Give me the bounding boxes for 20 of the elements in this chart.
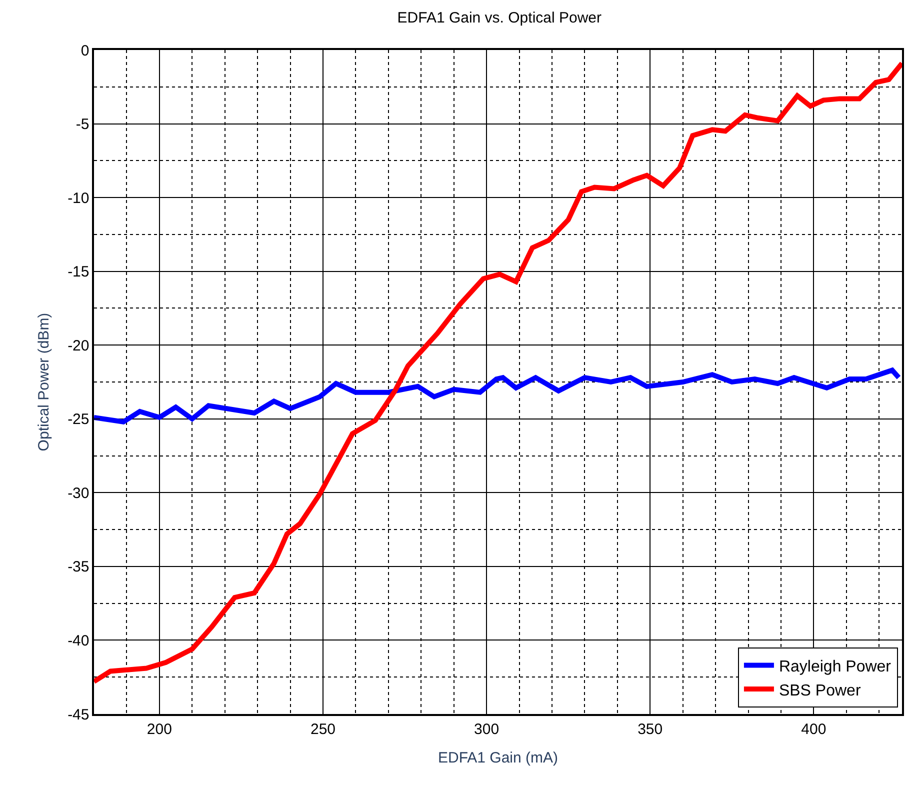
y-tick-label: 0 [80, 42, 90, 60]
x-tick-label: 350 [638, 720, 663, 738]
x-tick-label: 300 [474, 720, 500, 738]
y-axis-title: Optical Power (dBm) [35, 312, 52, 452]
y-tick-label: -25 [68, 411, 90, 428]
y-tick-label: -5 [76, 116, 90, 134]
y-tick-label: -40 [68, 632, 90, 650]
x-tick-label: 200 [146, 720, 172, 738]
legend-label: Rayleigh Power [778, 658, 892, 676]
y-tick-label: -35 [68, 558, 90, 576]
legend-label: SBS Power [778, 682, 862, 700]
x-tick-label: 400 [801, 720, 826, 738]
y-tick-label: -20 [68, 337, 90, 354]
y-tick-label: -30 [68, 484, 90, 502]
y-tick-label: -10 [68, 190, 90, 207]
x-tick-label: 250 [310, 720, 336, 738]
y-tick-label: -15 [68, 264, 90, 281]
x-axis-title: EDFA1 Gain (mA) [438, 749, 558, 766]
y-tick-label: -45 [68, 706, 90, 724]
chart-title: EDFA1 Gain vs. Optical Power [397, 9, 602, 26]
